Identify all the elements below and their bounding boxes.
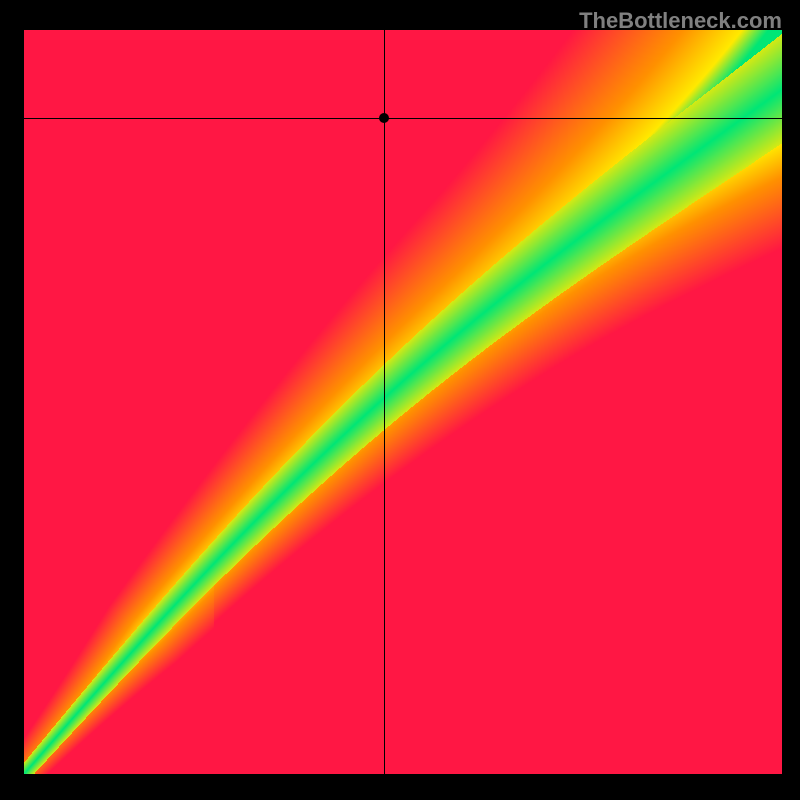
watermark-text: TheBottleneck.com — [579, 8, 782, 34]
heatmap-canvas — [24, 30, 782, 774]
crosshair-horizontal — [24, 118, 782, 119]
bottleneck-heatmap — [24, 30, 782, 774]
crosshair-marker — [379, 113, 389, 123]
crosshair-vertical — [384, 30, 385, 774]
